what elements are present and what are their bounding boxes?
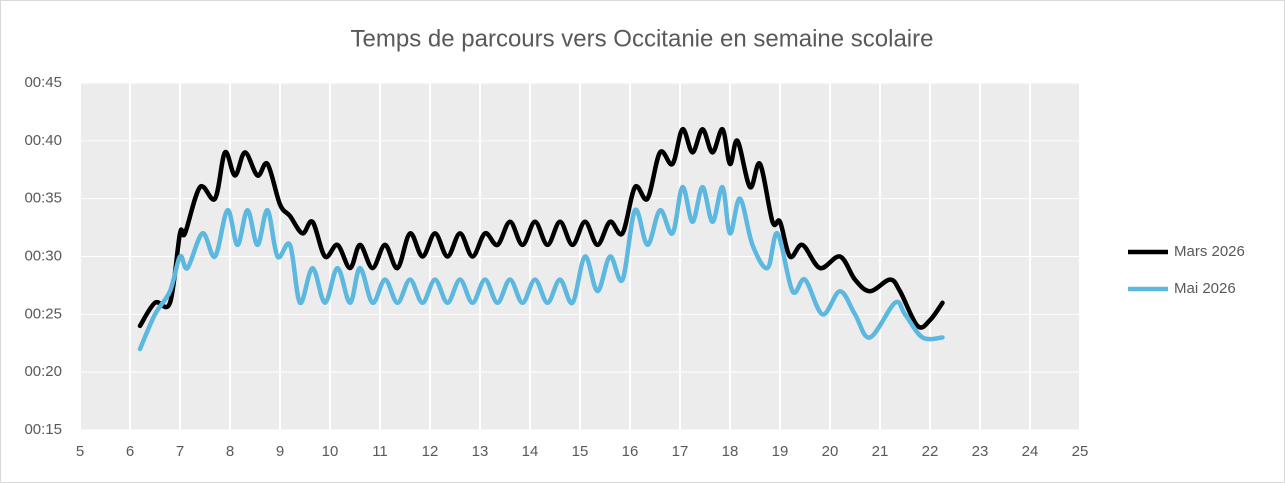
- y-tick-label: 00:25: [24, 305, 62, 322]
- x-tick-label: 13: [472, 443, 489, 460]
- y-tick-label: 00:45: [24, 74, 62, 91]
- y-tick-label: 00:15: [24, 421, 62, 438]
- x-tick-label: 10: [322, 443, 339, 460]
- x-tick-label: 5: [76, 443, 84, 460]
- x-tick-label: 6: [126, 443, 134, 460]
- series-line: [137, 127, 945, 330]
- x-tick-label: 12: [422, 443, 439, 460]
- x-tick-label: 21: [872, 443, 889, 460]
- x-tick-label: 7: [176, 443, 184, 460]
- series-line: [137, 184, 945, 352]
- x-tick-label: 23: [972, 443, 989, 460]
- x-tick-label: 18: [722, 443, 739, 460]
- legend-label: Mai 2026: [1174, 280, 1236, 297]
- x-tick-label: 8: [226, 443, 234, 460]
- x-tick-label: 20: [822, 443, 839, 460]
- x-tick-label: 15: [572, 443, 589, 460]
- legend-label: Mars 2026: [1174, 243, 1245, 260]
- x-tick-label: 14: [522, 443, 539, 460]
- y-tick-label: 00:20: [24, 363, 62, 380]
- y-tick-label: 00:40: [24, 132, 62, 149]
- y-tick-label: 00:35: [24, 190, 62, 207]
- x-tick-label: 19: [772, 443, 789, 460]
- x-tick-label: 22: [922, 443, 939, 460]
- x-tick-label: 11: [372, 443, 388, 460]
- x-tick-label: 25: [1072, 443, 1089, 460]
- chart-title: Temps de parcours vers Occitanie en sema…: [351, 25, 934, 52]
- x-tick-label: 24: [1022, 443, 1039, 460]
- x-tick-label: 9: [276, 443, 284, 460]
- x-tick-label: 16: [622, 443, 639, 460]
- y-tick-label: 00:30: [24, 247, 62, 264]
- x-tick-label: 17: [672, 443, 689, 460]
